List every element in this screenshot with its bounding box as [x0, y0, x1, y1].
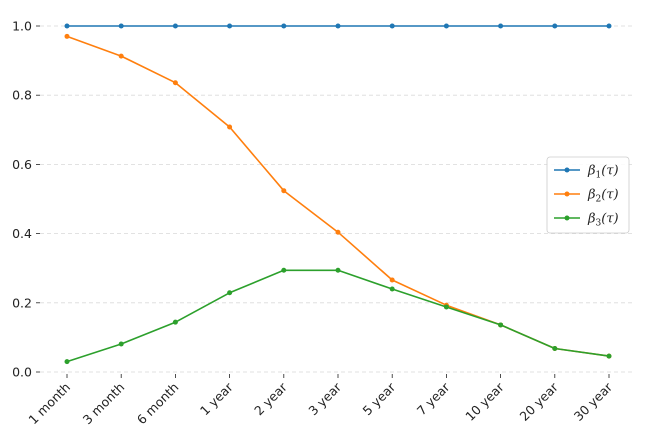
data-point — [606, 353, 612, 359]
data-point — [389, 23, 395, 29]
y-tick-label: 0.6 — [12, 157, 32, 172]
data-point — [335, 267, 341, 273]
legend-item: β3(τ) — [554, 212, 619, 229]
x-tick-label: 20 year — [517, 379, 562, 424]
series-2 — [64, 33, 612, 359]
data-point — [227, 290, 233, 296]
x-tick-label: 7 year — [414, 379, 453, 418]
series-line — [66, 269, 610, 363]
series-group — [64, 23, 612, 365]
data-point — [227, 23, 233, 29]
data-point — [443, 23, 449, 29]
x-tick-label: 5 year — [360, 379, 399, 418]
gridlines — [40, 25, 635, 373]
data-point — [172, 80, 178, 86]
data-point — [498, 322, 504, 328]
x-tick-label: 3 year — [305, 379, 344, 418]
y-tick-label: 0.2 — [12, 295, 32, 310]
data-point — [172, 23, 178, 29]
legend-marker — [564, 191, 570, 197]
legend-marker — [564, 167, 570, 173]
data-point — [281, 267, 287, 273]
legend-box — [546, 156, 630, 234]
data-point — [118, 53, 124, 59]
data-point — [389, 286, 395, 292]
data-point — [172, 319, 178, 325]
x-tick-label: 2 year — [251, 379, 290, 418]
x-tick-label: 10 year — [462, 379, 507, 424]
data-point — [64, 359, 70, 365]
data-point — [64, 23, 70, 29]
legend-label: β1(τ) — [587, 164, 619, 181]
x-tick-label: 6 month — [134, 380, 182, 428]
data-point — [64, 33, 70, 39]
x-tick-label: 30 year — [571, 379, 616, 424]
x-tick-label: 3 month — [80, 380, 128, 428]
data-point — [606, 23, 612, 29]
legend-marker — [564, 215, 570, 221]
legend-item: β2(τ) — [554, 188, 619, 205]
series-3 — [64, 267, 612, 365]
data-point — [389, 277, 395, 283]
data-point — [552, 345, 558, 351]
y-tick-label: 1.0 — [12, 19, 32, 34]
data-point — [281, 23, 287, 29]
legend-item: β1(τ) — [554, 164, 619, 181]
data-point — [118, 23, 124, 29]
legend: β1(τ) β2(τ) β3(τ) — [546, 156, 630, 234]
x-tick-label: 1 year — [197, 379, 236, 418]
legend-label: β3(τ) — [587, 212, 619, 229]
legend-label: β2(τ) — [587, 188, 619, 205]
y-tick-label: 0.4 — [12, 226, 32, 241]
x-axis: 1 month 3 month 6 month 1 year 2 year 3 year 5… — [25, 374, 616, 428]
y-tick-label: 0.0 — [12, 365, 32, 380]
y-tick-label: 0.8 — [12, 88, 32, 103]
data-point — [335, 23, 341, 29]
series-1 — [64, 23, 612, 29]
series-line — [66, 35, 610, 357]
data-point — [335, 229, 341, 235]
data-point — [552, 23, 558, 29]
data-point — [281, 188, 287, 194]
x-tick-label: 1 month — [25, 380, 73, 428]
y-axis: 0.0 0.2 0.4 0.6 0.8 1.0 — [12, 19, 40, 380]
data-point — [443, 304, 449, 310]
data-point — [118, 341, 124, 347]
data-point — [498, 23, 504, 29]
data-point — [227, 124, 233, 130]
